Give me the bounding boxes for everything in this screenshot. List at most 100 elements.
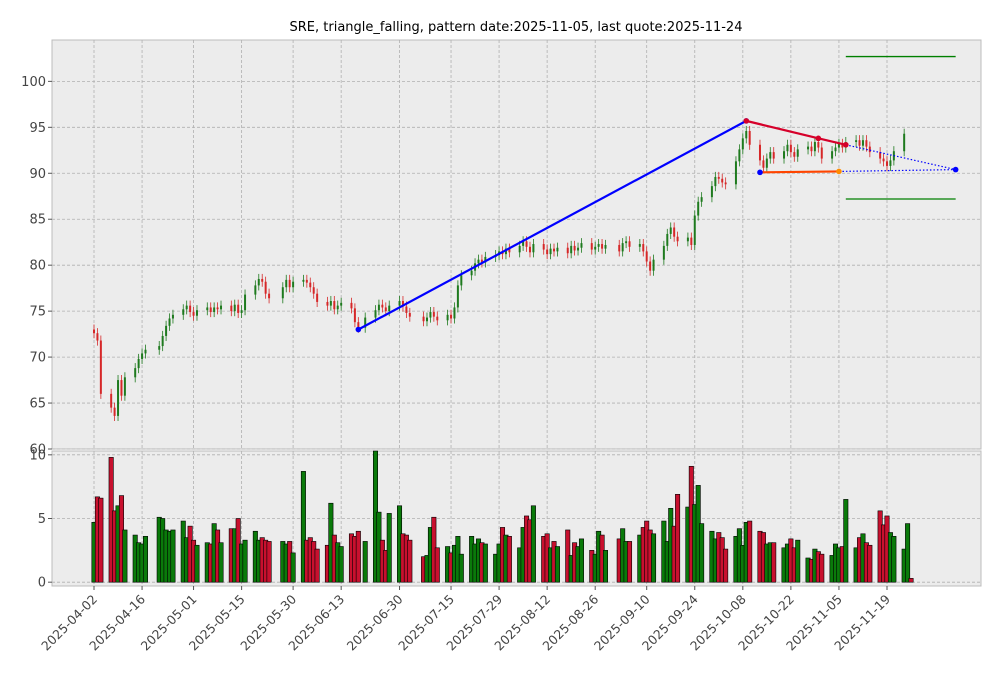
- pattern-lower-line-point: [757, 169, 763, 176]
- candle-body: [401, 301, 404, 307]
- candle-body: [649, 261, 652, 271]
- candle-body: [192, 312, 195, 316]
- candle-body: [268, 293, 271, 299]
- candle-body: [261, 278, 264, 282]
- projection-end-point: [952, 166, 959, 173]
- candle-body: [432, 312, 435, 317]
- volume-bar: [407, 539, 413, 583]
- candle-body: [110, 393, 113, 408]
- candle-body: [120, 380, 123, 396]
- candle-body: [601, 244, 604, 249]
- candle-body: [789, 144, 792, 153]
- candle-body: [837, 143, 840, 148]
- candle-body: [693, 215, 696, 245]
- pattern-upper-line-point: [815, 135, 822, 142]
- candle-body: [542, 244, 545, 250]
- candle-body: [625, 241, 628, 244]
- candle-body: [573, 245, 576, 251]
- pattern-upper-line-point: [843, 141, 849, 148]
- candle-body: [436, 316, 439, 321]
- candle-body: [134, 368, 137, 378]
- price-tick-label: 65: [29, 397, 46, 412]
- volume-bar: [290, 552, 296, 583]
- candle-body: [861, 140, 864, 146]
- candle-body: [302, 279, 305, 282]
- candle-body: [772, 152, 775, 159]
- candle-body: [553, 248, 556, 252]
- volume-bar: [905, 523, 911, 583]
- candle-body: [281, 287, 284, 299]
- candle-body: [676, 236, 679, 242]
- candle-body: [446, 314, 449, 321]
- candle-body: [796, 149, 799, 157]
- candle-body: [813, 142, 816, 152]
- volume-panel: 0 5 10: [29, 448, 982, 591]
- volume-bar: [723, 548, 729, 583]
- volume-bar: [338, 546, 344, 583]
- candle-body: [865, 140, 868, 147]
- candle-body: [710, 186, 713, 198]
- volume-tick-label: 0: [38, 576, 46, 591]
- candle-body: [807, 146, 810, 150]
- volume-bar: [627, 541, 633, 583]
- candle-body: [305, 279, 308, 283]
- volume-bar: [795, 539, 801, 583]
- candle-body: [721, 178, 724, 183]
- candle-body: [690, 237, 693, 245]
- volume-bar: [482, 543, 488, 583]
- candle-body: [213, 307, 216, 313]
- candle-body: [525, 241, 528, 247]
- candle-body: [841, 143, 844, 148]
- candle-body: [858, 140, 861, 146]
- candle-body: [697, 201, 700, 216]
- price-panel: 60 65 70 75 80 85 90 95 100: [21, 39, 982, 458]
- candle-body: [886, 161, 888, 166]
- candle-body: [168, 318, 171, 326]
- candle-body: [384, 307, 387, 312]
- candle-body: [645, 251, 648, 262]
- candle-body: [786, 144, 789, 152]
- volume-bar: [506, 536, 512, 583]
- volume-bar: [699, 523, 705, 583]
- candle-body: [329, 301, 332, 306]
- volume-bar: [530, 505, 536, 583]
- volume-bar: [747, 520, 753, 583]
- candle-body: [141, 353, 144, 359]
- candle-body: [388, 305, 391, 312]
- trend-line-point: [355, 326, 362, 333]
- volume-bar: [434, 547, 440, 583]
- candle-body: [220, 305, 223, 310]
- price-tick-label: 90: [29, 167, 46, 182]
- candle-body: [292, 281, 295, 288]
- candle-body: [594, 246, 597, 250]
- volume-bar: [771, 542, 777, 583]
- candle-body: [144, 349, 147, 354]
- candle-body: [340, 302, 343, 306]
- candle-body: [244, 294, 247, 311]
- volume-bar: [300, 471, 306, 583]
- candle-body: [350, 302, 353, 309]
- candle-body: [408, 312, 411, 317]
- candle-body: [316, 293, 319, 302]
- candle-body: [783, 151, 786, 159]
- volume-bar: [194, 544, 200, 583]
- volume-bar: [867, 544, 873, 583]
- volume-bar: [355, 530, 361, 583]
- candle-body: [237, 304, 240, 313]
- candle-body: [817, 142, 820, 148]
- candle-body: [642, 244, 645, 252]
- candle-body: [216, 307, 219, 310]
- candle-body: [765, 158, 768, 168]
- candle-body: [748, 130, 751, 145]
- candle-body: [285, 279, 288, 288]
- candle-body: [762, 160, 765, 168]
- volume-tick-label: 10: [29, 448, 46, 463]
- volume-bar: [142, 536, 148, 583]
- candle-body: [381, 304, 384, 308]
- candle-body: [738, 149, 741, 162]
- candle-body: [233, 304, 236, 312]
- candle-body: [99, 340, 102, 394]
- candle-body: [312, 287, 315, 294]
- candle-body: [480, 259, 483, 263]
